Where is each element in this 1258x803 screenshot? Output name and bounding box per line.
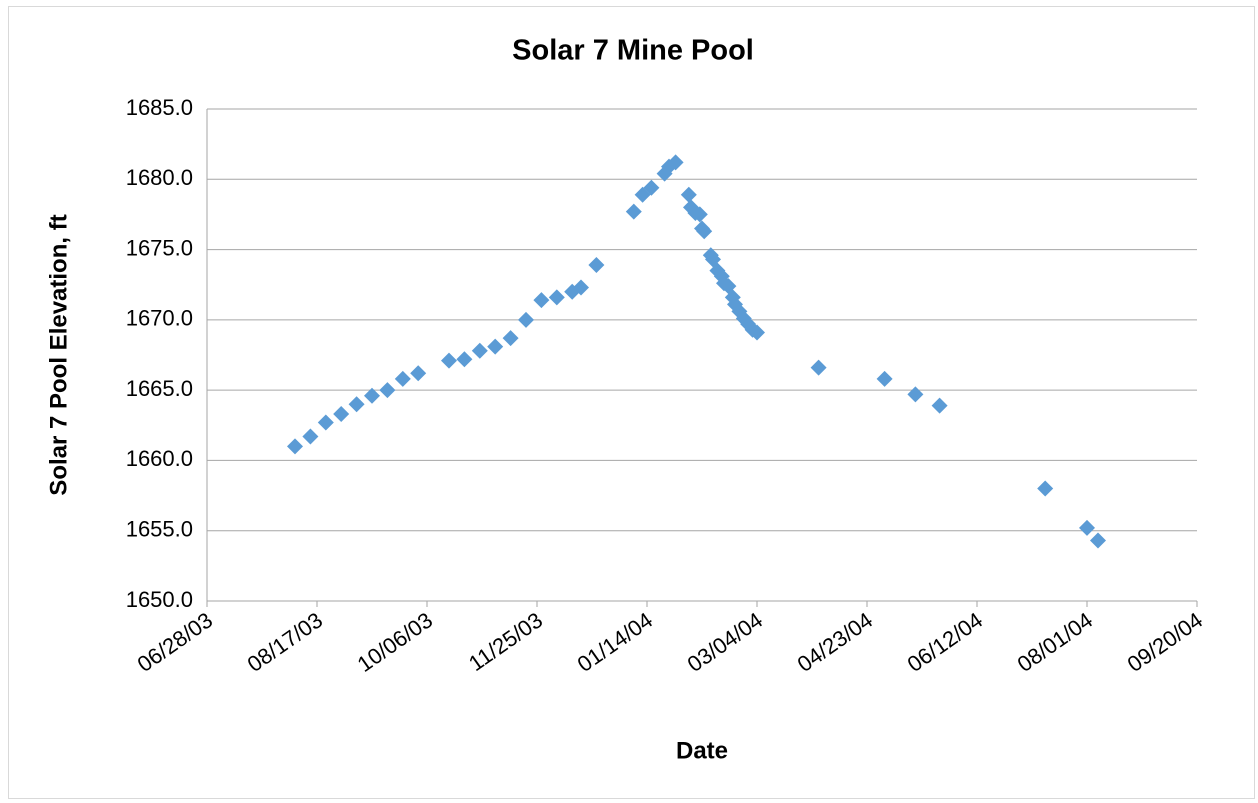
data-point	[573, 279, 589, 296]
data-point	[533, 292, 550, 309]
data-point	[907, 386, 924, 403]
data-point	[364, 387, 380, 404]
data-point	[333, 406, 350, 423]
data-point	[1079, 519, 1095, 536]
data-point	[302, 428, 319, 445]
data-point	[471, 342, 488, 359]
data-point	[441, 352, 457, 369]
y-tick-label: 1675.0	[126, 235, 193, 260]
data-point	[394, 370, 411, 387]
chart-title: Solar 7 Mine Pool	[512, 35, 754, 67]
data-point	[548, 289, 565, 306]
data-point	[518, 311, 534, 328]
data-point	[287, 438, 303, 455]
data-point	[348, 396, 365, 413]
data-point	[502, 330, 519, 347]
data-point	[643, 179, 660, 196]
data-point	[749, 324, 765, 341]
data-point	[810, 359, 827, 376]
y-tick-label: 1655.0	[126, 517, 193, 542]
y-tick-label: 1665.0	[126, 376, 193, 401]
x-axis-title: Date	[676, 737, 728, 764]
data-point	[456, 351, 473, 368]
data-point	[379, 382, 396, 399]
y-tick-label: 1650.0	[126, 587, 193, 612]
data-point	[410, 365, 427, 382]
y-axis-title: Solar 7 Pool Elevation, ft	[45, 214, 72, 495]
chart-frame	[8, 6, 1255, 799]
data-point	[691, 206, 708, 223]
data-point	[588, 257, 605, 274]
y-tick-label: 1685.0	[126, 95, 193, 120]
data-point	[696, 223, 713, 240]
data-point	[625, 203, 642, 220]
y-tick-label: 1660.0	[126, 446, 193, 471]
data-point	[1037, 480, 1054, 497]
y-tick-label: 1680.0	[126, 165, 193, 190]
data-point	[931, 397, 948, 414]
data-point	[876, 370, 893, 387]
data-point	[317, 414, 334, 431]
data-point	[680, 186, 697, 203]
data-point	[667, 154, 684, 171]
y-tick-label: 1670.0	[126, 306, 193, 331]
data-point	[1090, 532, 1106, 549]
data-point	[487, 338, 504, 355]
